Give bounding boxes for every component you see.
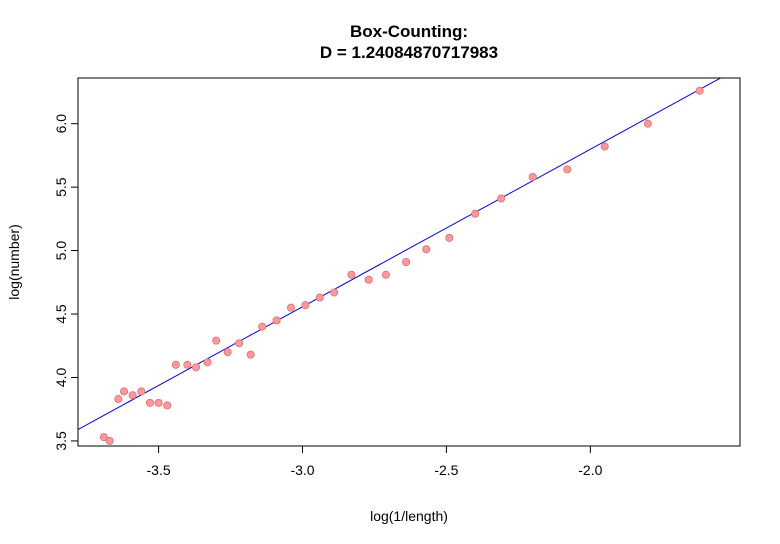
data-point	[212, 336, 221, 345]
data-point	[99, 433, 108, 442]
data-point	[471, 209, 480, 218]
data-point	[171, 360, 180, 369]
data-point	[563, 165, 572, 174]
data-point	[154, 398, 163, 407]
y-axis-label: log(number)	[6, 224, 22, 299]
data-point	[120, 387, 129, 396]
data-point	[183, 360, 192, 369]
data-point	[114, 395, 123, 404]
data-point	[286, 303, 295, 312]
data-point	[497, 194, 506, 203]
data-point	[381, 270, 390, 279]
data-point	[192, 363, 201, 372]
data-point	[330, 288, 339, 297]
data-point	[422, 245, 431, 254]
chart-title: Box-Counting:	[350, 22, 468, 41]
fit-line	[78, 78, 722, 430]
data-point	[301, 301, 310, 310]
chart-titles: Box-Counting: D = 1.24084870717983	[320, 22, 498, 62]
data-point	[364, 275, 373, 284]
data-point	[528, 172, 537, 181]
x-tick-label: -3.5	[147, 462, 171, 478]
data-point	[203, 358, 212, 367]
data-point	[235, 339, 244, 348]
x-tick-label: -3.0	[290, 462, 314, 478]
data-point	[643, 119, 652, 128]
chart-subtitle: D = 1.24084870717983	[320, 43, 498, 62]
data-point	[272, 316, 281, 325]
data-point	[315, 293, 324, 302]
y-tick-label: 5.5	[53, 177, 69, 197]
data-point	[402, 257, 411, 266]
data-point	[223, 348, 232, 357]
data-point	[258, 322, 267, 331]
x-tick-label: -2.0	[578, 462, 602, 478]
data-point	[128, 391, 137, 400]
data-point	[695, 86, 704, 95]
data-point	[445, 233, 454, 242]
y-tick-label: 3.5	[53, 431, 69, 451]
data-point	[163, 401, 172, 410]
data-point	[600, 142, 609, 151]
data-point	[246, 350, 255, 359]
plot-area: -3.5 -3.0 -2.5 -2.0 3.5 4.0 4.5 5.0 5.5 6.0	[53, 77, 741, 478]
x-axis-label: log(1/length)	[370, 508, 448, 524]
data-point	[105, 436, 114, 445]
y-tick-label: 4.5	[53, 304, 69, 324]
data-point	[145, 398, 154, 407]
x-tick-label: -2.5	[434, 462, 458, 478]
data-point	[137, 387, 146, 396]
y-tick-label: 6.0	[53, 114, 69, 134]
y-tick-label: 5.0	[53, 241, 69, 261]
y-tick-label: 4.0	[53, 368, 69, 388]
data-point	[347, 270, 356, 279]
